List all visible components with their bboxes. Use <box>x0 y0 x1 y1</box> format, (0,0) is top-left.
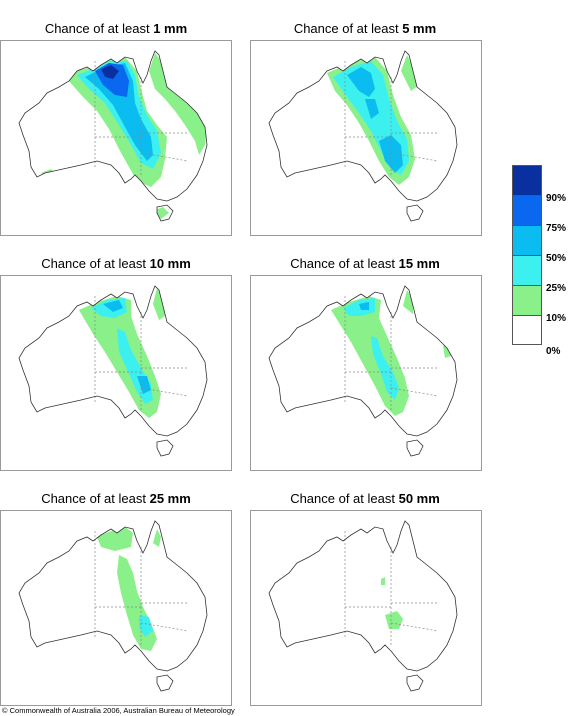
legend-label-75: 75% <box>546 223 566 234</box>
tasmania-outline <box>407 675 423 691</box>
rain-probability-zone <box>343 298 375 316</box>
panel-title-10mm: Chance of at least 10 mm <box>0 256 236 272</box>
legend-swatch-0 <box>512 315 542 345</box>
panel-title-15mm: Chance of at least 15 mm <box>245 256 485 272</box>
australia-map <box>1 41 231 235</box>
australia-map <box>1 276 231 470</box>
australia-map <box>1 511 231 705</box>
panel-title-25mm: Chance of at least 25 mm <box>0 491 236 507</box>
australia-map <box>251 41 481 235</box>
legend-swatch-50 <box>512 225 542 255</box>
map-panel-50mm <box>250 510 482 706</box>
legend-swatch-25 <box>512 255 542 285</box>
legend-label-25: 25% <box>546 283 566 294</box>
map-panel-1mm <box>0 40 232 236</box>
mainland-fill <box>269 521 457 671</box>
legend-swatch-90 <box>512 165 542 195</box>
legend-label-50: 50% <box>546 253 566 264</box>
legend-swatch-75 <box>512 195 542 225</box>
legend-swatch-10 <box>512 285 542 315</box>
tasmania-outline <box>407 205 423 221</box>
map-panel-15mm <box>250 275 482 471</box>
tasmania-outline <box>407 440 423 456</box>
panel-title-1mm: Chance of at least 1 mm <box>0 21 236 37</box>
copyright-notice: © Commonwealth of Australia 2006, Austra… <box>2 706 235 715</box>
australia-map <box>251 511 481 705</box>
tasmania-outline <box>157 675 173 691</box>
legend-label-90: 90% <box>546 193 566 204</box>
australia-map <box>251 276 481 470</box>
legend-label-0: 0% <box>546 346 560 357</box>
map-panel-25mm <box>0 510 232 706</box>
rain-probability-zone <box>153 207 169 219</box>
map-panel-5mm <box>250 40 482 236</box>
panel-title-5mm: Chance of at least 5 mm <box>245 21 485 37</box>
panel-title-50mm: Chance of at least 50 mm <box>245 491 485 507</box>
map-panel-10mm <box>0 275 232 471</box>
legend-label-10: 10% <box>546 313 566 324</box>
tasmania-outline <box>157 440 173 456</box>
